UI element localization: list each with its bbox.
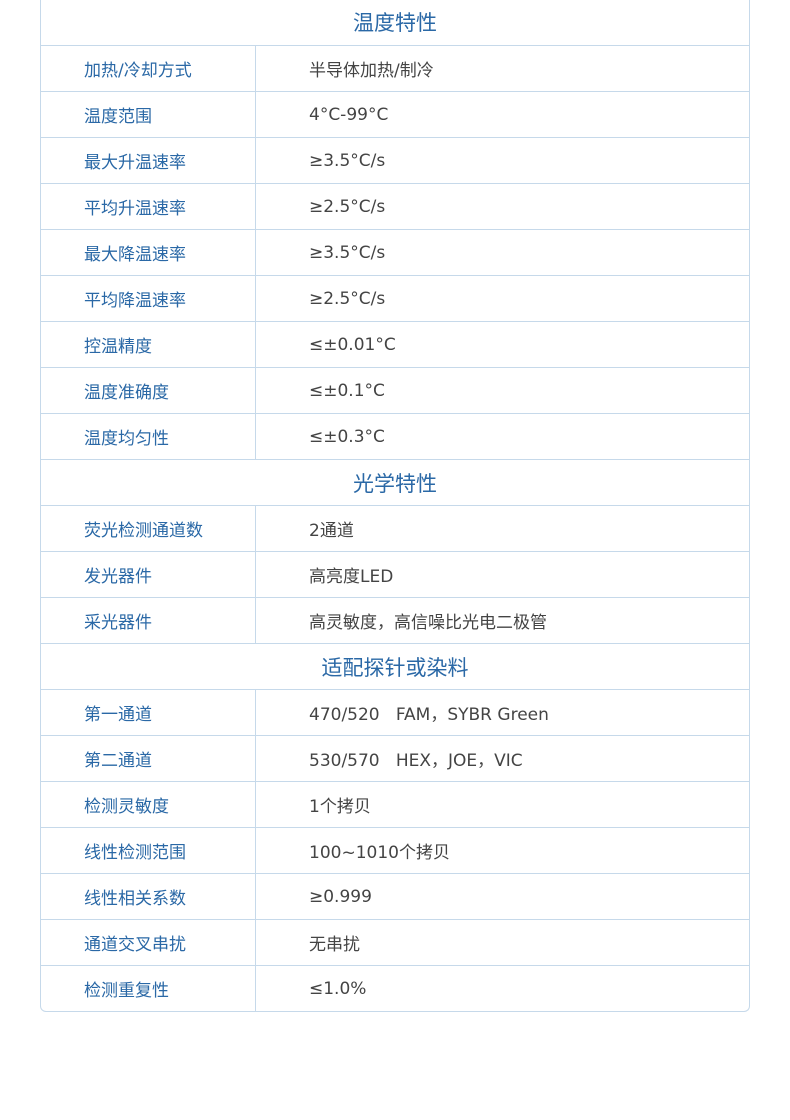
spec-value: 4°C-99°C xyxy=(309,104,389,125)
spec-label: 发光器件 xyxy=(41,552,256,597)
table-row: 最大升温速率 ≥3.5°C/s xyxy=(41,137,749,183)
table-row: 温度均匀性 ≤±0.3°C xyxy=(41,413,749,459)
spec-value: ≤±0.01°C xyxy=(309,334,396,355)
spec-label: 荧光检测通道数 xyxy=(41,506,256,551)
spec-value: 半导体加热/制冷 xyxy=(309,61,434,81)
table-row: 控温精度 ≤±0.01°C xyxy=(41,321,749,367)
spec-value: 1个拷贝 xyxy=(309,797,371,817)
spec-label: 线性相关系数 xyxy=(41,874,256,919)
spec-value: ≥3.5°C/s xyxy=(309,242,386,263)
table-row: 最大降温速率 ≥3.5°C/s xyxy=(41,229,749,275)
spec-label: 第二通道 xyxy=(41,736,256,781)
section-header: 适配探针或染料 xyxy=(41,643,749,689)
spec-value: 高灵敏度，高信噪比光电二极管 xyxy=(309,613,547,633)
spec-label: 采光器件 xyxy=(41,598,256,643)
spec-label: 平均降温速率 xyxy=(41,276,256,321)
table-row: 荧光检测通道数 2通道 xyxy=(41,505,749,551)
spec-label: 温度均匀性 xyxy=(41,414,256,459)
spec-label: 温度范围 xyxy=(41,92,256,137)
spec-label: 平均升温速率 xyxy=(41,184,256,229)
spec-label: 加热/冷却方式 xyxy=(41,46,256,91)
spec-value: ≥2.5°C/s xyxy=(309,196,386,217)
table-row: 采光器件 高灵敏度，高信噪比光电二极管 xyxy=(41,597,749,643)
table-row: 温度准确度 ≤±0.1°C xyxy=(41,367,749,413)
table-row: 检测重复性 ≤1.0% xyxy=(41,965,749,1011)
table-row: 平均降温速率 ≥2.5°C/s xyxy=(41,275,749,321)
spec-value: 2通道 xyxy=(309,521,354,541)
table-row: 第一通道 470/520 FAM，SYBR Green xyxy=(41,689,749,735)
table-row: 线性检测范围 100~1010个拷贝 xyxy=(41,827,749,873)
table-row: 发光器件 高亮度LED xyxy=(41,551,749,597)
spec-label: 通道交叉串扰 xyxy=(41,920,256,965)
spec-label: 检测重复性 xyxy=(41,966,256,1011)
section-header: 光学特性 xyxy=(41,459,749,505)
table-row: 第二通道 530/570 HEX，JOE，VIC xyxy=(41,735,749,781)
table-row: 线性相关系数 ≥0.999 xyxy=(41,873,749,919)
table-row: 平均升温速率 ≥2.5°C/s xyxy=(41,183,749,229)
spec-value: ≥3.5°C/s xyxy=(309,150,386,171)
spec-value: ≥2.5°C/s xyxy=(309,288,386,309)
spec-value: 470/520 FAM，SYBR Green xyxy=(309,705,549,725)
spec-value: 无串扰 xyxy=(309,935,360,955)
table-row: 检测灵敏度 1个拷贝 xyxy=(41,781,749,827)
spec-value: ≤1.0% xyxy=(309,978,367,999)
spec-value: ≤±0.1°C xyxy=(309,380,385,401)
table-row: 加热/冷却方式 半导体加热/制冷 xyxy=(41,45,749,91)
spec-label: 温度准确度 xyxy=(41,368,256,413)
spec-label: 控温精度 xyxy=(41,322,256,367)
spec-label: 检测灵敏度 xyxy=(41,782,256,827)
section-header: 温度特性 xyxy=(353,11,437,35)
table-row: 温度范围 4°C-99°C xyxy=(41,91,749,137)
spec-value: 100~1010个拷贝 xyxy=(309,843,450,863)
table-row: 通道交叉串扰 无串扰 xyxy=(41,919,749,965)
spec-table: 温度特性加热/冷却方式 半导体加热/制冷温度范围 4°C-99°C 最大升温速率 ≥3.… xyxy=(40,0,750,1012)
spec-value: ≤±0.3°C xyxy=(309,426,385,447)
spec-label: 线性检测范围 xyxy=(41,828,256,873)
spec-label: 最大降温速率 xyxy=(41,230,256,275)
spec-value: ≥0.999 xyxy=(309,886,372,907)
spec-value: 530/570 HEX，JOE，VIC xyxy=(309,751,523,771)
spec-label: 最大升温速率 xyxy=(41,138,256,183)
spec-value: 高亮度LED xyxy=(309,567,394,587)
spec-label: 第一通道 xyxy=(41,690,256,735)
